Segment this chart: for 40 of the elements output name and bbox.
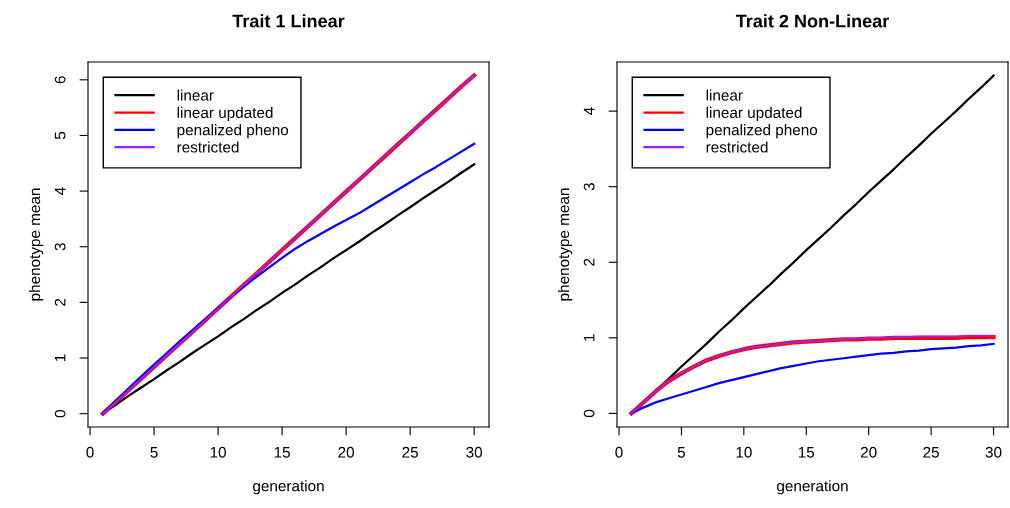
y-axis-title: phenotype mean: [557, 188, 573, 301]
legend-label: linear updated: [706, 106, 802, 122]
y-tick-label: 6: [54, 76, 66, 84]
chart-title: Trait 2 Non-Linear: [735, 14, 889, 28]
y-tick-label: 3: [583, 183, 595, 191]
x-tick-label: 0: [615, 446, 623, 458]
y-tick-label: 1: [54, 354, 66, 362]
x-tick-label: 20: [338, 446, 355, 458]
x-tick-label: 30: [466, 446, 483, 458]
x-tick-label: 0: [86, 446, 94, 458]
y-tick-label: 2: [54, 298, 66, 306]
y-tick-label: 4: [54, 187, 66, 195]
y-tick-label: 2: [583, 258, 595, 266]
x-tick-label: 5: [150, 447, 158, 458]
y-tick-label: 1: [583, 334, 595, 341]
y-tick-label: 4: [583, 107, 595, 116]
legend-label: linear: [177, 89, 214, 101]
x-tick-label: 30: [985, 446, 1002, 458]
x-tick-label: 15: [798, 447, 815, 458]
x-axis-title: generation: [253, 480, 324, 495]
legend-label: restricted: [177, 141, 239, 153]
legend-label: penalized pheno: [706, 124, 818, 139]
y-tick-label: 3: [54, 243, 66, 251]
y-axis-title: phenotype mean: [28, 188, 44, 301]
x-tick-label: 5: [677, 447, 686, 458]
y-tick-label: 5: [54, 131, 66, 140]
x-tick-label: 15: [274, 447, 290, 458]
legend-label: penalized pheno: [177, 124, 289, 139]
x-tick-label: 25: [923, 446, 939, 458]
legend-label: linear: [706, 89, 743, 101]
x-tick-label: 10: [210, 446, 226, 458]
legend-label: restricted: [706, 141, 768, 153]
x-tick-label: 10: [736, 446, 752, 458]
x-tick-label: 20: [860, 446, 877, 458]
y-tick-label: 0: [583, 409, 595, 418]
x-tick-label: 25: [402, 446, 418, 458]
y-tick-label: 0: [54, 410, 66, 418]
chart-title: Trait 1 Linear: [232, 14, 345, 28]
legend-label: linear updated: [177, 106, 273, 122]
x-axis-title: generation: [777, 480, 848, 495]
